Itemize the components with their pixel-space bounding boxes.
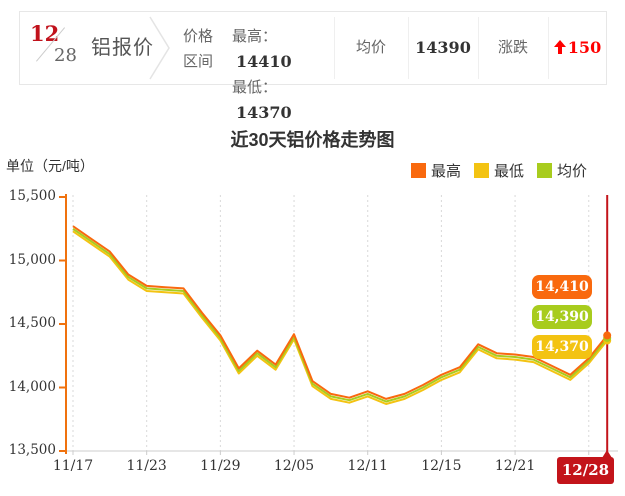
x-axis-label: 11/17 — [52, 458, 94, 474]
chart-title: 近30天铝价格走势图 — [230, 130, 395, 150]
date-day: 28 — [54, 45, 77, 66]
y-axis-label: 13,500 — [8, 442, 56, 458]
change-amount: 150 — [567, 38, 602, 57]
high-label: 最高： — [232, 28, 278, 45]
price-range-line2: 区间 — [182, 53, 213, 70]
y-axis-label: 14,000 — [8, 378, 56, 395]
y-axis-label: 14,500 — [8, 315, 56, 331]
legend-swatch-icon — [411, 163, 426, 178]
high-row: 最高： 14410 — [232, 24, 332, 75]
low-label: 最低： — [232, 79, 278, 96]
value-chip: 14,370 — [532, 335, 592, 359]
up-arrow-icon — [553, 40, 566, 54]
average-label: 均价 — [355, 39, 386, 56]
divider — [334, 17, 335, 79]
legend-item: 最低 — [474, 160, 524, 181]
average-value: 14390 — [415, 38, 471, 57]
legend-swatch-icon — [537, 163, 553, 178]
line-low — [72, 230, 608, 405]
line-high — [72, 225, 608, 400]
y-axis-label: 15,500 — [8, 188, 56, 204]
divider — [478, 17, 479, 79]
divider — [548, 17, 549, 79]
x-axis-label: 12/05 — [273, 458, 315, 474]
price-range-line1: 价格 — [182, 28, 213, 45]
current-date-marker: 12/28 — [557, 450, 614, 484]
x-axis-label: 11/23 — [126, 458, 167, 474]
y-axis-label: 15,000 — [8, 251, 56, 268]
change-label: 涨跌 — [497, 39, 528, 56]
product-name[interactable]: 铝报价 — [91, 37, 154, 59]
value-chip: 14,410 — [532, 275, 592, 299]
unit-label: 单位（元/吨） — [6, 158, 94, 174]
x-axis-label: 12/11 — [347, 458, 388, 474]
x-axis-label: 12/21 — [494, 458, 536, 474]
legend-label: 均价 — [557, 163, 588, 180]
line-avg — [72, 227, 608, 403]
x-axis-label: 12/15 — [421, 458, 462, 474]
legend-item: 均价 — [537, 160, 587, 181]
legend-label: 最高 — [431, 163, 462, 180]
date-month: 12 — [30, 21, 60, 46]
chevron-separator-icon — [149, 16, 170, 80]
quote-header: 12 28 铝报价 价格 区间 最高： 14410 最低： 14370 均价 143… — [19, 11, 607, 122]
x-axis-label: 11/29 — [200, 458, 241, 474]
divider — [408, 17, 409, 79]
legend-item: 最高 — [411, 160, 461, 181]
high-value: 14410 — [236, 52, 292, 71]
change-value: 150 — [548, 12, 607, 84]
high-low-block: 最高： 14410 最低： 14370 — [232, 24, 332, 126]
end-dot-high — [603, 331, 612, 340]
marker-tip — [602, 450, 612, 458]
price-range-label: 价格 区间 — [172, 24, 224, 74]
value-chip: 14,390 — [532, 305, 592, 329]
low-row: 最低： 14370 — [232, 75, 332, 126]
legend-label: 最低 — [494, 163, 525, 180]
legend-swatch-icon — [474, 163, 490, 178]
low-value: 14370 — [236, 103, 292, 122]
legend: 最高 最低 均价 — [411, 160, 587, 181]
